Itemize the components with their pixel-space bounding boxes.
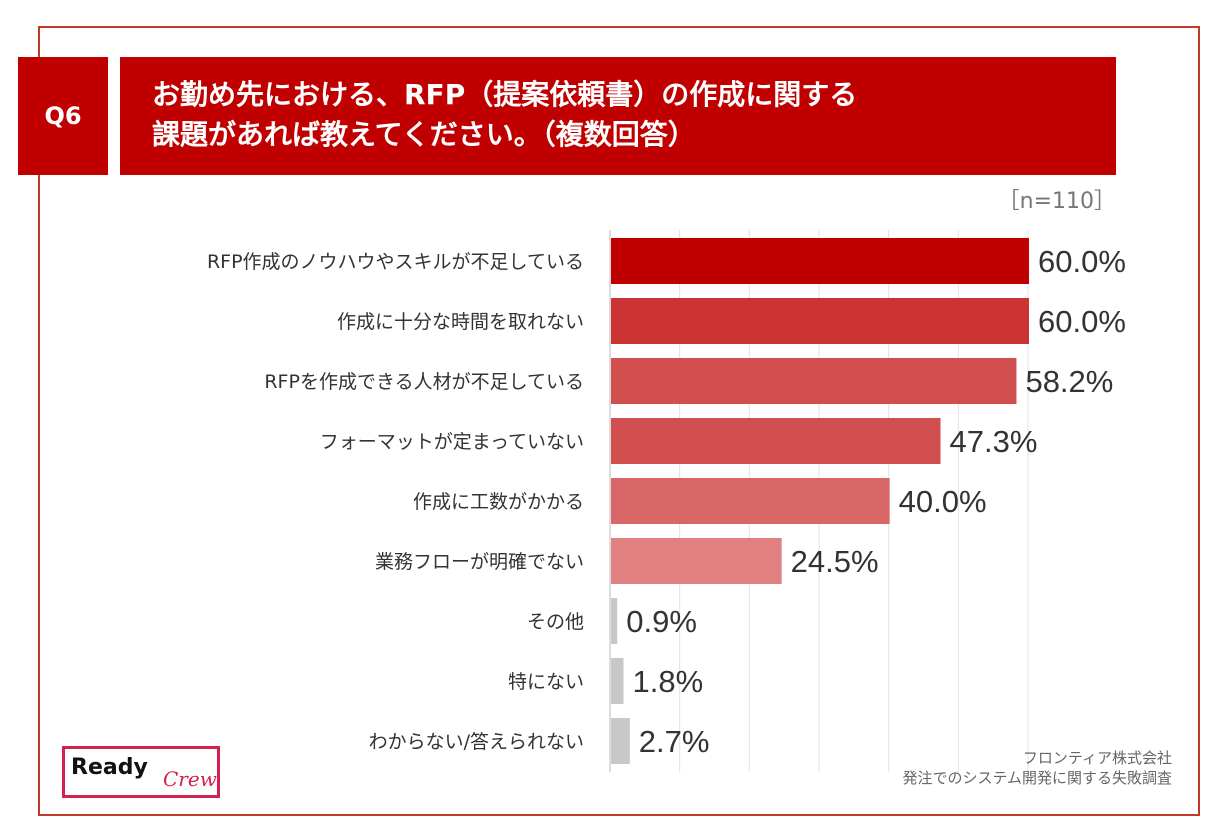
title-line-2: 課題があれば教えてください。（複数回答） xyxy=(152,118,696,151)
category-label: 作成に工数がかかる xyxy=(413,491,584,513)
category-label: RFP作成のノウハウやスキルが不足している xyxy=(207,251,584,273)
category-label: その他 xyxy=(527,611,584,633)
bar xyxy=(611,598,618,644)
title-banner: お勤め先における、RFP（提案依頼書）の作成に関する 課題があれば教えてください… xyxy=(120,57,1116,175)
bar xyxy=(611,418,941,464)
bar xyxy=(611,658,624,704)
chart-frame xyxy=(38,26,1200,816)
category-label: フォーマットが定まっていない xyxy=(320,431,584,453)
bar xyxy=(611,298,1029,344)
category-label: 特にない xyxy=(508,671,584,693)
category-label: RFPを作成できる人材が不足している xyxy=(264,371,584,393)
value-label: 2.7% xyxy=(639,724,710,759)
bar xyxy=(611,718,630,764)
category-label: 作成に十分な時間を取れない xyxy=(337,311,584,333)
value-label: 60.0% xyxy=(1038,244,1126,279)
bar xyxy=(611,538,782,584)
value-label: 1.8% xyxy=(633,664,704,699)
logo-crew-text: Crew xyxy=(163,767,217,791)
category-label: わからない/答えられない xyxy=(369,731,584,753)
question-tag: Q6 xyxy=(18,57,108,175)
source-note: フロンティア株式会社 発注でのシステム開発に関する失敗調査 xyxy=(902,748,1172,788)
bar xyxy=(611,478,890,524)
category-label: 業務フローが明確でない xyxy=(375,551,584,573)
bar xyxy=(611,238,1029,284)
source-company: フロンティア株式会社 xyxy=(1022,749,1172,767)
value-label: 60.0% xyxy=(1038,304,1126,339)
value-label: 24.5% xyxy=(791,544,879,579)
source-survey: 発注でのシステム開発に関する失敗調査 xyxy=(902,769,1172,787)
value-label: 58.2% xyxy=(1025,364,1113,399)
sample-size: ［n=110］ xyxy=(997,189,1116,214)
ready-crew-logo: Ready Crew xyxy=(62,746,220,798)
value-label: 0.9% xyxy=(626,604,697,639)
value-label: 47.3% xyxy=(950,424,1038,459)
value-label: 40.0% xyxy=(899,484,987,519)
bar xyxy=(611,358,1017,404)
title-line-1: お勤め先における、RFP（提案依頼書）の作成に関する xyxy=(152,78,858,111)
logo-ready-text: Ready xyxy=(71,755,148,780)
